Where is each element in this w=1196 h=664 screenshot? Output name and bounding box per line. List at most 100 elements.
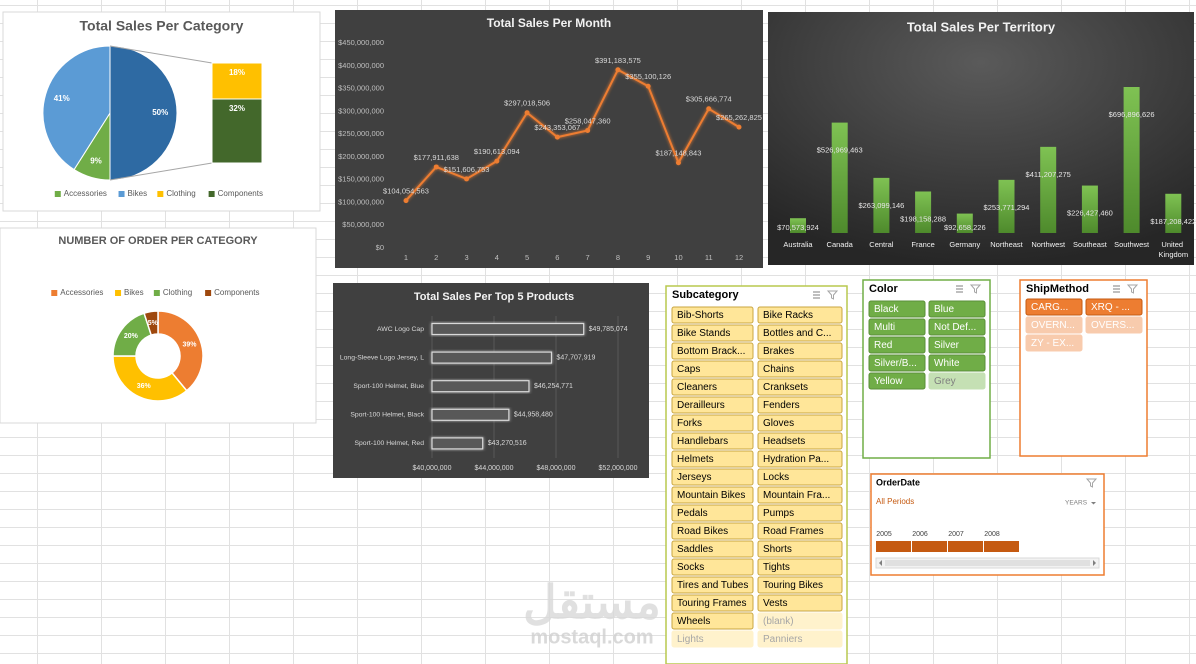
slicer-item[interactable] (671, 360, 754, 378)
slicer-item[interactable] (757, 612, 843, 630)
x-tick-label: United Kingdom (1158, 240, 1188, 259)
slicer-item[interactable] (671, 612, 754, 630)
slicer-item[interactable] (757, 594, 843, 612)
data-label: $253,771,294 (984, 203, 1030, 212)
data-label: $226,427,460 (1067, 209, 1113, 218)
slicer-item[interactable] (1025, 298, 1083, 316)
time-level: YEARS (1065, 500, 1088, 507)
data-label: $104,054,563 (383, 187, 429, 196)
slicer-item[interactable] (868, 372, 926, 390)
slicer-item[interactable] (1085, 298, 1143, 316)
slicer-item[interactable] (671, 450, 754, 468)
bar (998, 179, 1015, 233)
slicer-item[interactable] (671, 306, 754, 324)
slicer-item[interactable] (868, 300, 926, 318)
slicer-item[interactable] (671, 432, 754, 450)
slicer-item[interactable] (1085, 316, 1143, 334)
scroll-right[interactable] (1093, 560, 1096, 566)
data-label: 18% (229, 68, 245, 77)
bar (831, 122, 848, 233)
clear-filter-icon (1085, 478, 1098, 488)
chart-title: Total Sales Per Month (487, 16, 611, 30)
year-label: 2006 (912, 531, 928, 538)
y-tick-label: $250,000,000 (338, 129, 384, 138)
slicer-item-label: Bike Stands (677, 328, 730, 339)
slicer-item[interactable] (671, 486, 754, 504)
slicer-item[interactable] (928, 336, 986, 354)
slicer-item[interactable] (757, 306, 843, 324)
slicer-item[interactable] (671, 468, 754, 486)
slicer-item[interactable] (928, 354, 986, 372)
slicer-item[interactable] (928, 318, 986, 336)
slicer-item[interactable] (757, 540, 843, 558)
slicer-item[interactable] (1025, 316, 1083, 334)
slicer-item[interactable] (757, 360, 843, 378)
chart-background (335, 10, 763, 268)
slicer-item[interactable] (1025, 334, 1083, 352)
year-bar[interactable] (876, 541, 911, 552)
bar (790, 218, 806, 233)
x-tick-label: 9 (646, 253, 650, 262)
line-marker (615, 67, 621, 73)
slicer-item[interactable] (671, 414, 754, 432)
slicer-item[interactable] (868, 354, 926, 372)
slicer-item[interactable] (671, 558, 754, 576)
slicer-item-label: Silver/B... (874, 358, 917, 369)
slicer-item[interactable] (671, 342, 754, 360)
slicer-item[interactable] (671, 576, 754, 594)
year-bar[interactable] (984, 541, 1019, 552)
slicer-item[interactable] (757, 630, 843, 648)
level-dropdown[interactable] (1091, 502, 1096, 505)
slicer-item[interactable] (928, 300, 986, 318)
slicer-item-label: White (934, 358, 960, 369)
year-bar[interactable] (948, 541, 983, 552)
line-marker (675, 160, 681, 166)
slicer-item[interactable] (757, 522, 843, 540)
slicer-item[interactable] (671, 396, 754, 414)
slicer-item[interactable] (757, 414, 843, 432)
slicer-item[interactable] (671, 324, 754, 342)
slicer-item-label: Road Bikes (677, 526, 728, 537)
slicer-item[interactable] (757, 576, 843, 594)
slicer-item-label: Brakes (763, 346, 794, 357)
slicer-item-label: Pedals (677, 508, 708, 519)
slicer-item[interactable] (757, 468, 843, 486)
slicer-item-label: Bottom Brack... (677, 346, 745, 357)
chart-title: Total Sales Per Territory (907, 19, 1056, 34)
slicer-item[interactable] (671, 504, 754, 522)
slicer-item[interactable] (671, 522, 754, 540)
slicer-item[interactable] (757, 432, 843, 450)
slicer-item[interactable] (671, 630, 754, 648)
x-tick-label: 1 (404, 253, 408, 262)
slicer-item[interactable] (868, 318, 926, 336)
legend-swatch (118, 191, 125, 197)
slicer-item[interactable] (757, 378, 843, 396)
bar (1040, 146, 1057, 233)
slicer-item[interactable] (671, 378, 754, 396)
scroll-left[interactable] (879, 560, 882, 566)
slicer-item-label: Multi (874, 322, 895, 333)
slicer-item[interactable] (757, 342, 843, 360)
chart-title: NUMBER OF ORDER PER CATEGORY (58, 235, 258, 247)
slicer-item[interactable] (757, 324, 843, 342)
slicer-item[interactable] (757, 396, 843, 414)
slicer-item[interactable] (868, 336, 926, 354)
data-label: $411,207,275 (1026, 170, 1071, 179)
year-bar[interactable] (912, 541, 947, 552)
slicer-item[interactable] (757, 450, 843, 468)
slicer-item[interactable] (757, 558, 843, 576)
slicer-item[interactable] (928, 372, 986, 390)
slicer-item-label: Cranksets (763, 382, 808, 393)
y-tick-label: $450,000,000 (338, 38, 384, 47)
slicer-item[interactable] (757, 486, 843, 504)
bar (915, 191, 932, 233)
data-label: 5% (148, 320, 159, 327)
legend-label: Clothing (166, 189, 195, 198)
x-tick-label: 5 (525, 253, 529, 262)
data-label: $43,270,516 (488, 440, 527, 447)
slicer-item[interactable] (757, 504, 843, 522)
slicer-title: Subcategory (672, 289, 740, 301)
slicer-item[interactable] (671, 540, 754, 558)
line-marker (554, 134, 560, 140)
slicer-item[interactable] (671, 594, 754, 612)
